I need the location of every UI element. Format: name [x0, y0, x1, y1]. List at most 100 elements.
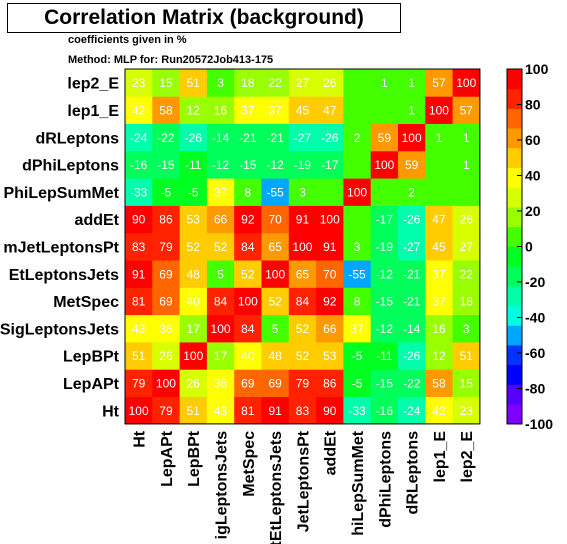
heatmap-cell — [370, 260, 399, 288]
heatmap-cell — [125, 123, 153, 152]
heatmap-cell — [125, 96, 153, 124]
cell-value-label: 84 — [241, 322, 255, 336]
heatmap-cell — [179, 205, 208, 234]
cell-value-label: 23 — [460, 404, 474, 418]
heatmap-cell — [179, 396, 208, 425]
cell-value-label: -5 — [352, 376, 363, 390]
heatmap-cell — [288, 314, 317, 343]
heatmap-cell — [370, 369, 399, 397]
heatmap-cell — [234, 150, 262, 179]
heatmap-cell — [316, 205, 344, 234]
cell-value-label: 100 — [347, 185, 367, 199]
cell-value-label: 70 — [268, 213, 282, 227]
x-axis-label: addEt — [323, 430, 340, 475]
x-axis-label: JetLeptonsPt — [295, 430, 312, 532]
heatmap-cell — [425, 150, 453, 179]
heatmap-cell — [125, 287, 153, 316]
cell-value-label: 65 — [296, 267, 310, 281]
heatmap-cell — [179, 123, 208, 152]
heatmap-cell — [206, 123, 235, 152]
title-box: Correlation Matrix (background) — [7, 3, 401, 33]
heatmap-cell — [398, 178, 426, 206]
heatmap-cell — [288, 178, 317, 206]
heatmap-cell — [261, 287, 290, 316]
x-axis-label: lep2_E — [459, 431, 476, 483]
heatmap-cell — [343, 396, 372, 425]
heatmap-cell — [316, 396, 344, 425]
heatmap-cell — [288, 123, 317, 152]
cell-value-label: 100 — [211, 322, 231, 336]
cell-value-label: 15 — [460, 376, 474, 390]
heatmap-cell — [234, 260, 262, 288]
cell-value-label: 27 — [296, 76, 310, 90]
cell-value-label: -33 — [348, 404, 366, 418]
cell-value-label: -55 — [266, 185, 284, 199]
heatmap-cell — [398, 369, 426, 397]
cell-value-label: 27 — [460, 240, 474, 254]
x-axis-label: hiLepSumMet — [350, 430, 367, 536]
cell-value-label: 1 — [408, 103, 415, 117]
cell-value-label: 86 — [323, 376, 337, 390]
cell-value-label: 40 — [241, 349, 255, 363]
colorbar-segment — [507, 167, 522, 188]
cell-value-label: 37 — [268, 103, 282, 117]
cell-value-label: 48 — [268, 349, 282, 363]
heatmap-cell — [288, 232, 317, 261]
heatmap-cell — [179, 69, 208, 97]
cell-value-label: 79 — [296, 376, 310, 390]
colorbar-tick-label: -20 — [525, 274, 545, 290]
heatmap-cell — [343, 342, 372, 370]
colorbar-tick-label: -100 — [525, 416, 553, 432]
cell-value-label: 3 — [217, 76, 224, 90]
cell-value-label: 43 — [132, 322, 146, 336]
colorbar-segment — [507, 69, 522, 90]
cell-value-label: 79 — [159, 240, 173, 254]
cell-value-label: 81 — [241, 404, 255, 418]
cell-value-label: -26 — [321, 131, 339, 145]
heatmap-cell — [425, 369, 453, 397]
heatmap-cell — [125, 150, 153, 179]
y-axis-label: SigLeptonsJets — [0, 321, 119, 338]
heatmap-cell — [125, 396, 153, 425]
heatmap-cell — [288, 396, 317, 425]
heatmap-cell — [398, 150, 426, 179]
heatmap-cell — [398, 396, 426, 425]
heatmap-cell — [152, 260, 180, 288]
heatmap-cell — [261, 96, 290, 124]
cell-value-label: 65 — [268, 240, 282, 254]
x-axis-label: dRLeptons — [405, 431, 422, 515]
heatmap-cell — [206, 96, 235, 124]
heatmap-cell — [234, 314, 262, 343]
cell-value-label: 100 — [129, 404, 149, 418]
heatmap-cell — [452, 150, 481, 179]
heatmap-cell — [152, 342, 180, 370]
heatmap-cell — [125, 314, 153, 343]
heatmap-cell — [179, 96, 208, 124]
heatmap-cell — [152, 232, 180, 261]
heatmap-cell — [425, 260, 453, 288]
colorbar-segment — [507, 246, 522, 267]
heatmap-cell — [206, 150, 235, 179]
heatmap-cell — [152, 205, 180, 234]
cell-value-label: 52 — [268, 295, 282, 309]
heatmap-cell — [125, 205, 153, 234]
heatmap-cell — [152, 314, 180, 343]
heatmap-cell — [370, 396, 399, 425]
y-axis-label: EtLeptonsJets — [9, 267, 119, 284]
heatmap-cell — [425, 342, 453, 370]
cell-value-label: 91 — [268, 404, 282, 418]
cell-value-label: 84 — [296, 295, 310, 309]
colorbar-tick-label: -80 — [525, 380, 545, 396]
cell-value-label: 90 — [323, 404, 337, 418]
heatmap-cell — [206, 232, 235, 261]
heatmap-cell — [425, 232, 453, 261]
cell-value-label: 8 — [354, 295, 361, 309]
heatmap-cell — [316, 369, 344, 397]
heatmap-cell — [152, 123, 180, 152]
cell-value-label: 52 — [241, 267, 255, 281]
cell-value-label: 91 — [132, 267, 146, 281]
y-axis-label: mJetLeptonsPt — [3, 239, 119, 256]
colorbar-tick-label: 60 — [525, 132, 541, 148]
heatmap-cell — [425, 287, 453, 316]
